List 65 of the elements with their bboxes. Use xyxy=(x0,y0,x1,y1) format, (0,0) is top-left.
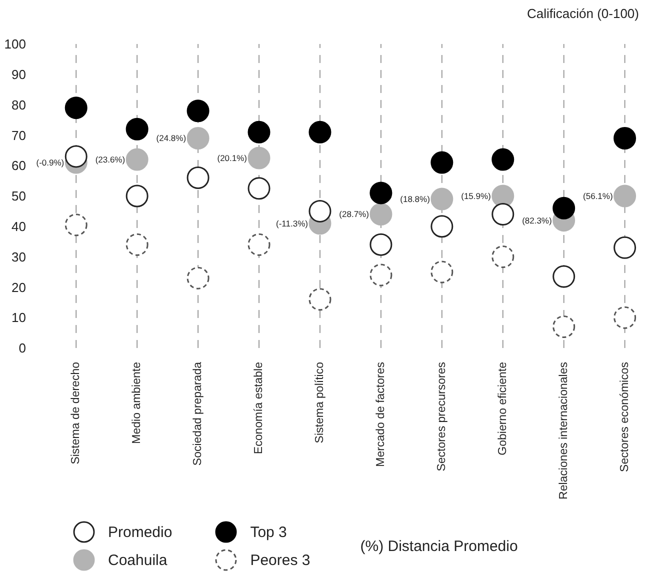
y-tick-label: 50 xyxy=(12,188,26,204)
x-tick-label: Sociedad preparada xyxy=(192,361,204,466)
annotation: (24.8%) xyxy=(156,133,186,144)
annotation: (82.3%) xyxy=(522,215,552,226)
point xyxy=(248,120,270,144)
annotation: (20.1%) xyxy=(217,153,248,163)
point xyxy=(248,233,270,256)
point xyxy=(64,145,88,168)
x-tick-label: Sectores precursores xyxy=(436,362,448,472)
point xyxy=(308,120,332,144)
y-tick-label: 10 xyxy=(12,310,26,326)
annotation: (-0.9%) xyxy=(36,158,64,168)
y-tick-label: 90 xyxy=(12,67,26,82)
legend-label: Top 3 xyxy=(250,524,287,540)
x-tick-label: Sistema político xyxy=(314,362,326,444)
point xyxy=(186,266,210,290)
x-tick-label: Mercado de factores xyxy=(374,362,387,467)
point xyxy=(64,96,88,120)
point xyxy=(126,148,148,171)
point xyxy=(492,246,514,268)
point xyxy=(126,118,148,140)
y-tick-label: 60 xyxy=(12,158,26,174)
x-tick-label: Medio ambiente xyxy=(131,362,144,444)
legend-label: Coahuila xyxy=(108,552,168,568)
annotation: (18.8%) xyxy=(400,194,430,204)
x-tick-label: Economía estable xyxy=(253,362,266,454)
legend-label: Peores 3 xyxy=(250,552,310,568)
point xyxy=(308,288,332,311)
annotation: (28.7%) xyxy=(339,209,370,220)
annotation: (15.9%) xyxy=(461,191,492,201)
point xyxy=(186,126,210,150)
point xyxy=(186,100,210,122)
annotation: (23.6%) xyxy=(95,154,126,165)
text: (%) Distancia Promedio xyxy=(360,538,518,554)
point xyxy=(430,260,454,284)
point xyxy=(370,202,392,226)
x-tick-label: Gobierno eficiente xyxy=(496,362,509,456)
point xyxy=(430,151,454,174)
y-tick-label: 100 xyxy=(4,36,26,52)
point xyxy=(614,184,636,208)
x-tick-label: Sectores económicos xyxy=(618,362,631,472)
point xyxy=(370,182,392,204)
point xyxy=(430,188,454,210)
y-tick-label: 40 xyxy=(12,219,26,234)
point xyxy=(126,233,148,256)
point xyxy=(614,126,636,150)
y-tick-label: 80 xyxy=(12,97,26,112)
point xyxy=(248,146,270,170)
point xyxy=(64,214,88,236)
y-tick-label: 30 xyxy=(12,249,26,264)
point xyxy=(552,196,576,220)
y-tick-label: 0 xyxy=(18,340,26,356)
x-tick-label: Sistema de derecho xyxy=(70,362,82,464)
x-tick-label: Relaciones internacionales xyxy=(558,362,570,500)
annotation: (56.1%) xyxy=(583,191,613,201)
y-axis-title: Calificación (0-100) xyxy=(527,6,639,21)
point xyxy=(492,148,514,171)
legend-label: Promedio xyxy=(108,524,172,540)
point xyxy=(552,315,576,338)
y-tick-label: 70 xyxy=(12,128,26,143)
point xyxy=(370,264,392,286)
point xyxy=(308,200,332,222)
annotation: (-11.3%) xyxy=(276,218,308,228)
point xyxy=(614,306,636,329)
y-tick-label: 20 xyxy=(12,280,26,295)
